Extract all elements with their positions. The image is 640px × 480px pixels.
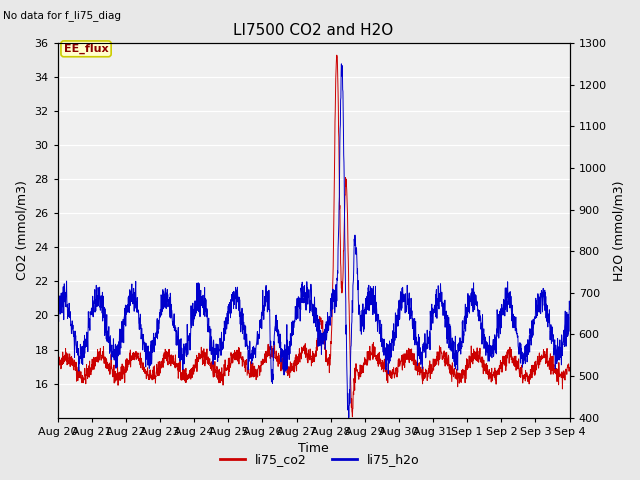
Title: LI7500 CO2 and H2O: LI7500 CO2 and H2O: [234, 23, 394, 38]
Text: EE_flux: EE_flux: [64, 44, 108, 54]
Y-axis label: H2O (mmol/m3): H2O (mmol/m3): [612, 180, 625, 281]
X-axis label: Time: Time: [298, 442, 329, 455]
Legend: li75_co2, li75_h2o: li75_co2, li75_h2o: [215, 448, 425, 471]
Y-axis label: CO2 (mmol/m3): CO2 (mmol/m3): [16, 180, 29, 280]
Text: No data for f_li75_diag: No data for f_li75_diag: [3, 10, 121, 21]
